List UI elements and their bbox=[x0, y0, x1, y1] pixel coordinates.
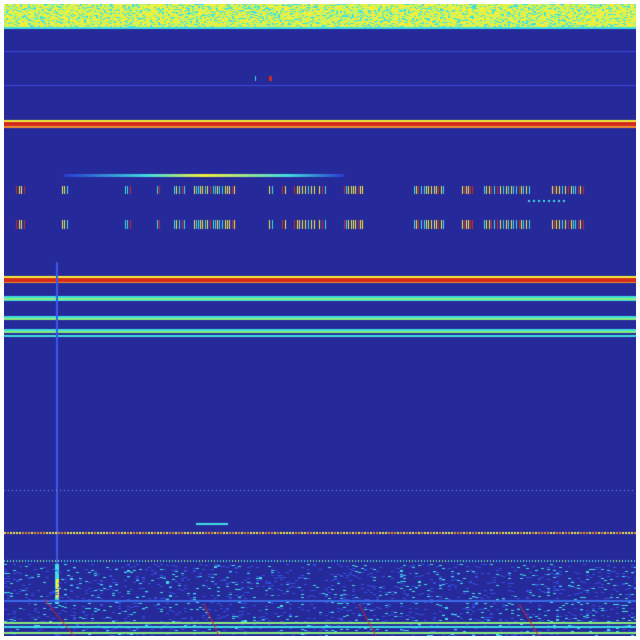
spectrogram bbox=[4, 4, 636, 636]
spectrogram-canvas bbox=[4, 4, 636, 636]
